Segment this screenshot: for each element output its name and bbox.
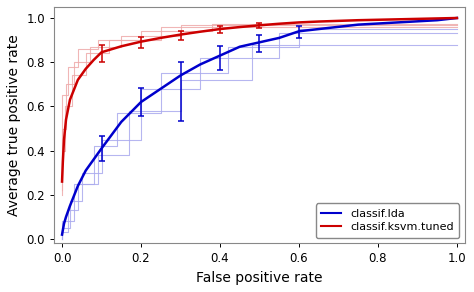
X-axis label: False positive rate: False positive rate <box>196 271 323 285</box>
Y-axis label: Average true positive rate: Average true positive rate <box>7 34 21 216</box>
Legend: classif.lda, classif.ksvm.tuned: classif.lda, classif.ksvm.tuned <box>316 204 459 238</box>
